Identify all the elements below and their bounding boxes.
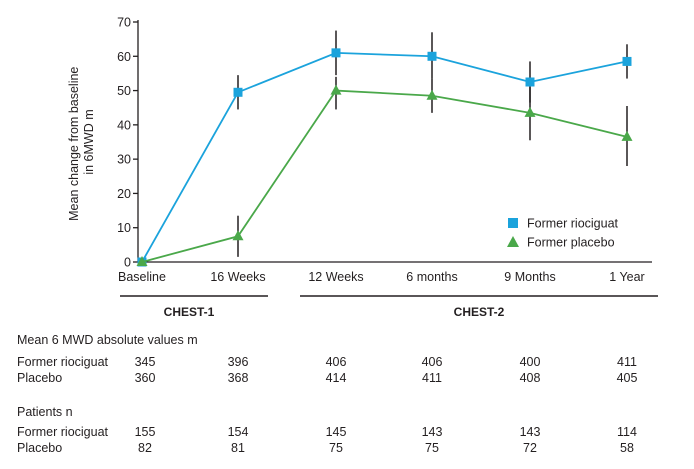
- y-tick-label: 60: [117, 50, 131, 64]
- series-former-riociguat: [137, 30, 632, 267]
- mwd-value-cell: 411: [422, 371, 442, 385]
- series-line: [141, 89, 628, 263]
- patients-row-label: Placebo: [17, 441, 63, 455]
- data-point: [622, 56, 632, 66]
- patients-value-cell: 75: [329, 441, 343, 455]
- mwd-value-cell: 406: [421, 355, 443, 369]
- y-axis: 0 10 20 30 40 50 60 70: [117, 16, 139, 270]
- legend-marker: [507, 236, 519, 247]
- patients-value-cell: 82: [138, 441, 152, 455]
- y-tick-label: 30: [117, 153, 131, 167]
- mwd-value-cell: 400: [519, 355, 541, 369]
- mwd-value-cell: 396: [227, 355, 249, 369]
- series-line: [141, 51, 628, 263]
- data-point: [524, 106, 536, 117]
- y-tick-label: 50: [117, 84, 131, 98]
- x-tick-label: 1 Year: [609, 270, 644, 284]
- patients-value-cell: 143: [421, 425, 443, 439]
- series-former-placebo: [136, 76, 633, 266]
- mwd-row-label: Former riociguat: [17, 355, 108, 369]
- data-point: [232, 230, 244, 241]
- mwd-title: Mean 6 MWD absolute values m: [17, 333, 198, 347]
- data-point: [331, 48, 341, 58]
- x-axis: Baseline 16 Weeks 12 Weeks 6 months 9 Months…: [118, 261, 652, 284]
- mwd-value-cell: 414: [325, 371, 347, 385]
- legend-label: Former placebo: [527, 236, 615, 250]
- mwd-value-cell: 406: [325, 355, 347, 369]
- y-axis-title-line1: Mean change from baseline: [67, 67, 81, 221]
- mwd-value-cell: 345: [134, 355, 156, 369]
- data-point: [136, 256, 148, 266]
- patients-value-cell: 145: [325, 425, 347, 439]
- patients-value-cell: 154: [227, 425, 249, 439]
- data-point: [330, 84, 342, 95]
- chest2-label: CHEST-2: [454, 305, 505, 319]
- series-layer: [136, 30, 633, 267]
- y-tick-label: 0: [124, 256, 131, 270]
- data-point: [621, 130, 633, 141]
- legend-label: Former riociguat: [527, 217, 619, 231]
- mwd-value-cell: 408: [519, 371, 541, 385]
- x-tick-label: 12 Weeks: [308, 270, 363, 284]
- patients-value-cell: 114: [617, 425, 637, 439]
- x-tick-label: 6 months: [406, 270, 457, 284]
- study-brackets: CHEST-1 CHEST-2: [120, 295, 658, 319]
- y-tick-label: 20: [117, 187, 131, 201]
- x-tick-label: Baseline: [118, 270, 166, 284]
- mwd-value-cell: 360: [134, 371, 156, 385]
- patients-value-cell: 155: [134, 425, 156, 439]
- line-chart: 0 10 20 30 40 50 60 70 Baseline 16 Weeks 12 Weeks…: [67, 16, 658, 319]
- x-tick-label: 16 Weeks: [210, 270, 265, 284]
- x-tick-label: 9 Months: [504, 270, 555, 284]
- patients-value-cell: 81: [231, 441, 245, 455]
- mwd-value-cell: 405: [616, 371, 638, 385]
- patients-value-cell: 72: [523, 441, 537, 455]
- patients-value-cell: 75: [425, 441, 439, 455]
- mwd-value-cell: 411: [617, 355, 637, 369]
- data-point: [525, 77, 535, 87]
- patients-value-cell: 58: [620, 441, 634, 455]
- chest1-label: CHEST-1: [164, 305, 215, 319]
- data-point: [426, 89, 438, 100]
- y-axis-title-line2: in 6MWD m: [82, 109, 96, 174]
- legend-marker: [508, 218, 518, 228]
- data-point: [427, 51, 437, 61]
- y-tick-label: 10: [117, 221, 131, 235]
- y-tick-label: 70: [117, 16, 131, 30]
- patients-value-cell: 143: [519, 425, 541, 439]
- y-tick-label: 40: [117, 118, 131, 132]
- mwd-row-label: Placebo: [17, 371, 63, 385]
- mwd-value-cell: 368: [227, 371, 249, 385]
- legend: Former riociguat Former placebo: [507, 217, 619, 250]
- patients-row-label: Former riociguat: [17, 425, 108, 439]
- patients-title: Patients n: [17, 405, 73, 419]
- y-axis-title: Mean change from baseline in 6MWD m: [67, 63, 96, 221]
- data-point: [233, 87, 243, 97]
